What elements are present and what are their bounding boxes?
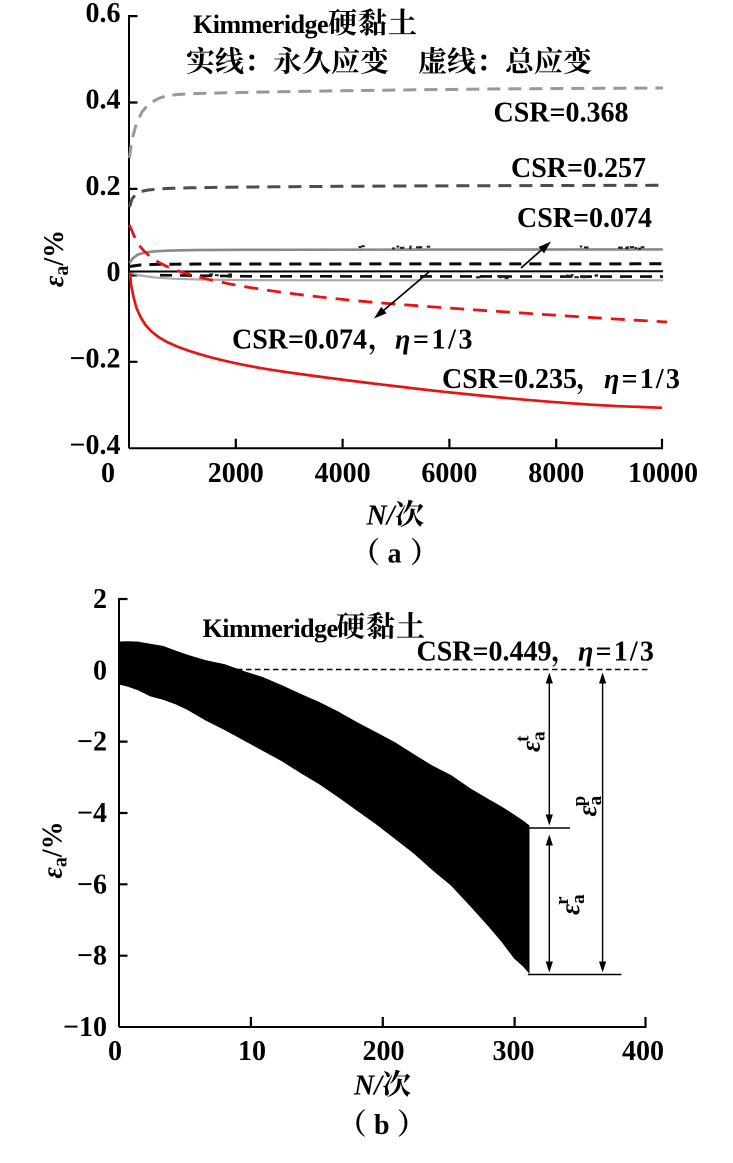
svg-text:300: 300 xyxy=(493,1036,535,1067)
svg-text:εar: εar xyxy=(552,894,589,915)
svg-text:Kimmeridge: Kimmeridge xyxy=(193,10,328,39)
svg-text:10000: 10000 xyxy=(628,458,698,489)
svg-text:200: 200 xyxy=(363,1036,405,1067)
svg-text:400: 400 xyxy=(622,1036,664,1067)
svg-text:a: a xyxy=(388,539,402,570)
svg-text:b: b xyxy=(374,1110,390,1141)
svg-text:0.4: 0.4 xyxy=(86,84,121,115)
svg-text:Kimmeridge: Kimmeridge xyxy=(203,614,338,643)
svg-text:CSR=0.368: CSR=0.368 xyxy=(494,98,629,129)
svg-text:2: 2 xyxy=(93,584,107,615)
svg-text:η=1/3: η=1/3 xyxy=(578,637,656,668)
svg-text:η=1/3: η=1/3 xyxy=(395,325,475,356)
svg-text:N/: N/ xyxy=(353,1071,384,1102)
svg-text:−10: −10 xyxy=(63,1012,107,1043)
svg-text:CSR=0.074: CSR=0.074 xyxy=(232,325,367,356)
svg-text:8000: 8000 xyxy=(528,458,584,489)
svg-text:0: 0 xyxy=(101,458,115,489)
svg-text:εa/%: εa/% xyxy=(38,821,72,878)
svg-text:10: 10 xyxy=(238,1036,266,1067)
svg-text:0: 0 xyxy=(93,655,107,686)
svg-text:0: 0 xyxy=(107,257,121,288)
svg-text:6000: 6000 xyxy=(421,458,477,489)
svg-text:0: 0 xyxy=(108,1036,122,1067)
svg-text:η=1/3: η=1/3 xyxy=(604,364,682,395)
svg-text:0.6: 0.6 xyxy=(86,0,121,29)
svg-text:−6: −6 xyxy=(77,869,107,900)
svg-text:−2: −2 xyxy=(77,727,107,758)
svg-text:εat: εat xyxy=(513,731,550,752)
svg-text:−4: −4 xyxy=(77,798,107,829)
svg-text:εa/%: εa/% xyxy=(39,230,73,287)
svg-text:4000: 4000 xyxy=(315,458,371,489)
svg-text:−0.4: −0.4 xyxy=(70,430,121,461)
svg-text:CSR=0.449: CSR=0.449 xyxy=(417,637,552,668)
svg-text:−0.2: −0.2 xyxy=(70,344,121,375)
svg-text:CSR=0.074: CSR=0.074 xyxy=(517,203,652,234)
svg-text:CSR=0.235: CSR=0.235 xyxy=(442,364,577,395)
svg-text:0.2: 0.2 xyxy=(86,171,121,202)
svg-text:N/: N/ xyxy=(366,501,397,532)
svg-text:εap: εap xyxy=(569,795,606,816)
svg-text:−8: −8 xyxy=(77,941,107,972)
svg-text:2000: 2000 xyxy=(208,458,264,489)
svg-text:CSR=0.257: CSR=0.257 xyxy=(511,153,646,184)
